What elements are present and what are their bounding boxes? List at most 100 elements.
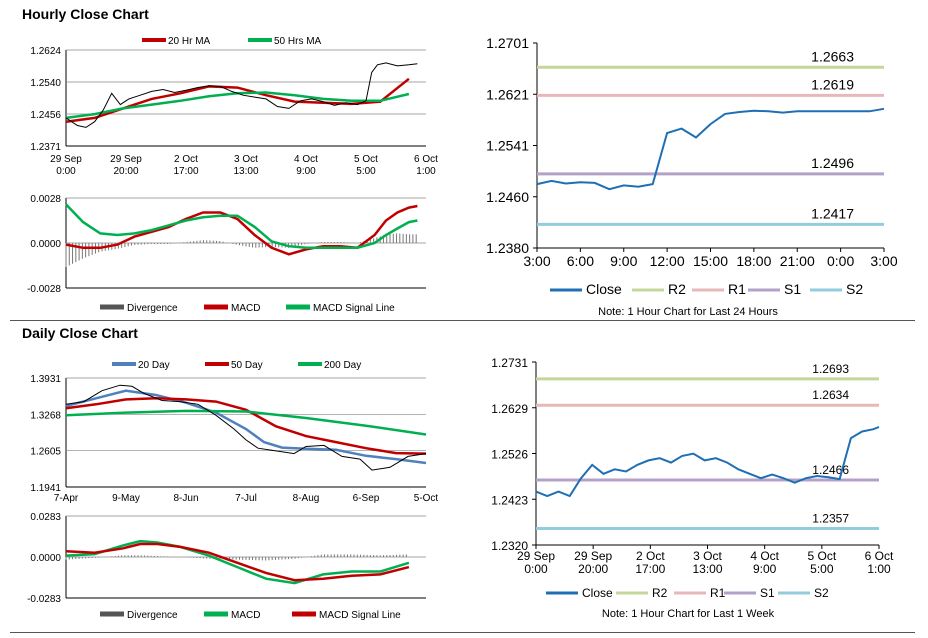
legend-label: Divergence xyxy=(127,303,178,314)
series-line-20-day xyxy=(65,389,427,465)
x-tick-label: 29 Sep xyxy=(517,549,555,563)
level-label-s2: 1.2357 xyxy=(812,512,849,526)
x-tick-label: 29 Sep xyxy=(50,154,82,165)
x-tick-label: 9:00 xyxy=(753,562,777,576)
x-tick-label: 15:00 xyxy=(693,253,728,269)
x-tick-label: 6 Oct xyxy=(865,549,894,563)
x-tick-label: 6 Oct xyxy=(414,154,438,165)
y-tick-label: 1.2526 xyxy=(491,448,528,462)
x-tick-label: 7-Jul xyxy=(235,493,257,504)
bottom-divider xyxy=(10,632,915,633)
legend-label: 50 Hrs MA xyxy=(274,36,322,47)
legend-label: R2 xyxy=(668,281,686,297)
series-line-200-day xyxy=(65,409,427,436)
legend-label: MACD xyxy=(231,610,260,621)
legend-label: Close xyxy=(586,281,622,297)
x-tick-label: 13:00 xyxy=(233,166,258,177)
legend-label: 50 Day xyxy=(231,360,263,371)
x-tick-label: 0:00 xyxy=(56,166,76,177)
legend-label: 200 Day xyxy=(324,360,361,371)
y-tick-label: 1.2380 xyxy=(486,240,529,256)
level-label-r1: 1.2619 xyxy=(811,76,854,92)
y-tick-label: -0.0283 xyxy=(27,594,61,605)
x-tick-label: 29 Sep xyxy=(110,154,142,165)
x-tick-label: 9:00 xyxy=(296,166,316,177)
x-tick-label: 0:00 xyxy=(827,253,854,269)
y-tick-label: 0.0000 xyxy=(30,553,61,564)
x-tick-label: 5 Oct xyxy=(807,549,836,563)
series-line-close xyxy=(536,107,885,191)
x-tick-label: 3 Oct xyxy=(234,154,258,165)
level-label-r2: 1.2693 xyxy=(812,362,849,376)
y-tick-label: 1.2731 xyxy=(491,356,528,370)
series-line-50-day xyxy=(65,397,427,455)
legend-label: R1 xyxy=(728,281,746,297)
level-label-r2: 1.2663 xyxy=(811,48,854,64)
x-tick-label: 29 Sep xyxy=(574,549,612,563)
series-line-macd-signal-line xyxy=(65,203,418,250)
series-line-macd-signal-line xyxy=(65,542,410,582)
x-tick-label: 6-Sep xyxy=(353,493,380,504)
y-tick-label: 1.2629 xyxy=(491,402,528,416)
y-tick-label: 1.2371 xyxy=(30,142,61,153)
legend-label: S2 xyxy=(814,586,829,600)
x-tick-label: 5 Oct xyxy=(354,154,378,165)
level-label-s1: 1.2466 xyxy=(812,463,849,477)
level-label-s2: 1.2417 xyxy=(811,205,854,221)
hourly-section-title: Hourly Close Chart xyxy=(22,6,149,22)
y-tick-label: 1.2540 xyxy=(30,78,61,89)
x-tick-label: 6:00 xyxy=(567,253,594,269)
x-tick-label: 3:00 xyxy=(870,253,897,269)
y-tick-label: 1.2460 xyxy=(486,189,529,205)
y-tick-label: 1.2456 xyxy=(30,110,61,121)
x-tick-label: 2 Oct xyxy=(636,549,665,563)
series-line-macd xyxy=(65,204,418,256)
x-tick-label: 8-Jun xyxy=(173,493,198,504)
series-line-close xyxy=(535,426,880,498)
chart-note: Note: 1 Hour Chart for Last 24 Hours xyxy=(598,306,778,318)
x-tick-label: 13:00 xyxy=(692,562,722,576)
y-tick-label: 1.2621 xyxy=(486,86,529,102)
y-tick-label: 1.2605 xyxy=(30,447,61,458)
x-tick-label: 17:00 xyxy=(173,166,198,177)
series-line-close xyxy=(65,384,427,471)
x-tick-label: 18:00 xyxy=(736,253,771,269)
x-tick-label: 5:00 xyxy=(356,166,376,177)
x-tick-label: 8-Aug xyxy=(293,493,320,504)
section-divider xyxy=(10,320,915,321)
x-tick-label: 0:00 xyxy=(524,562,548,576)
x-tick-label: 17:00 xyxy=(635,562,665,576)
y-tick-label: 1.3931 xyxy=(30,374,61,385)
x-tick-label: 9-May xyxy=(112,493,140,504)
legend-label: Close xyxy=(582,586,613,600)
legend-label: MACD Signal Line xyxy=(319,610,401,621)
x-tick-label: 4 Oct xyxy=(294,154,318,165)
legend-label: MACD Signal Line xyxy=(313,303,395,314)
x-tick-label: 12:00 xyxy=(650,253,685,269)
legend-label: S1 xyxy=(760,586,775,600)
y-tick-label: 1.2624 xyxy=(30,46,61,57)
legend-label: 20 Day xyxy=(138,360,170,371)
level-label-r1: 1.2634 xyxy=(812,388,849,402)
x-tick-label: 20:00 xyxy=(113,166,138,177)
y-tick-label: 1.2701 xyxy=(486,35,529,51)
x-tick-label: 1:00 xyxy=(416,166,436,177)
x-tick-label: 3 Oct xyxy=(693,549,722,563)
y-tick-label: 1.2320 xyxy=(491,539,528,553)
legend-label: Divergence xyxy=(127,610,178,621)
x-tick-label: 5-Oct xyxy=(414,493,439,504)
series-line-macd xyxy=(65,539,410,585)
x-tick-label: 1:00 xyxy=(867,562,891,576)
legend-label: S1 xyxy=(784,281,801,297)
y-tick-label: 1.2541 xyxy=(486,138,529,154)
y-tick-label: -0.0028 xyxy=(27,284,61,295)
x-tick-label: 21:00 xyxy=(780,253,815,269)
x-tick-label: 5:00 xyxy=(810,562,834,576)
y-tick-label: 0.0000 xyxy=(30,239,61,250)
daily-section-title: Daily Close Chart xyxy=(22,325,138,341)
x-tick-label: 7-Apr xyxy=(54,493,79,504)
legend-label: R1 xyxy=(710,586,726,600)
x-tick-label: 9:00 xyxy=(610,253,637,269)
y-tick-label: 1.2423 xyxy=(491,493,528,507)
